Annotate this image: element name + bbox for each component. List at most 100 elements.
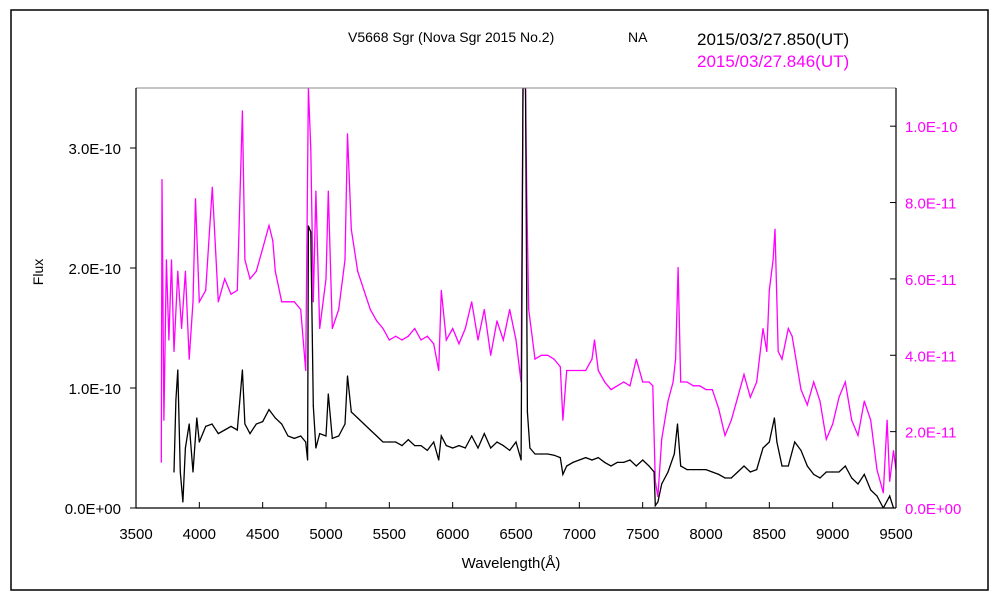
data-point [376, 435, 378, 437]
data-point [388, 339, 390, 341]
data-point [718, 408, 720, 410]
data-point [319, 433, 321, 435]
data-point [832, 423, 834, 425]
data-point [870, 419, 872, 421]
data-point [876, 495, 878, 497]
data-point [794, 350, 796, 353]
data-point [477, 339, 479, 341]
data-point [610, 465, 612, 467]
data-point [184, 270, 186, 272]
x-tick-label: 5500 [373, 526, 406, 543]
data-point [363, 423, 365, 425]
data-point [718, 473, 720, 475]
data-point [559, 366, 561, 368]
x-tick-label: 9500 [879, 526, 912, 543]
data-point [776, 441, 778, 443]
data-point [281, 423, 283, 425]
spectrum-line [173, 88, 895, 508]
data-point [756, 469, 758, 471]
data-point [863, 473, 865, 475]
data-point [844, 465, 846, 467]
y-left-tick-label: 3.0E-10 [68, 141, 121, 158]
data-point [566, 369, 568, 372]
chart-frame [10, 9, 989, 591]
data-point [743, 373, 745, 375]
data-point [331, 437, 333, 439]
data-point [870, 489, 872, 491]
data-point [224, 278, 226, 280]
data-point [724, 434, 726, 437]
x-tick-label: 7000 [563, 526, 596, 543]
data-point [844, 381, 846, 383]
data-point [800, 449, 802, 451]
data-point [244, 259, 246, 261]
data-point [300, 308, 302, 311]
data-point [730, 419, 732, 421]
data-point [705, 469, 707, 471]
data-point [168, 339, 170, 341]
data-point [851, 477, 853, 479]
data-point [496, 320, 498, 322]
data-point [388, 441, 390, 443]
data-point [635, 358, 637, 360]
data-point [526, 411, 529, 413]
data-point [762, 447, 764, 449]
x-tick-label: 9000 [816, 526, 849, 543]
chart-title: V5668 Sgr (Nova Sgr 2015 No.2) [348, 29, 554, 45]
data-point [445, 445, 447, 447]
legend-entry-black: 2015/03/27.850(UT) [697, 30, 849, 49]
data-point [838, 471, 840, 473]
data-point [604, 381, 606, 383]
data-point [464, 327, 466, 330]
data-point [249, 433, 251, 435]
series-black [173, 88, 895, 508]
data-point [623, 381, 625, 383]
data-point [211, 423, 213, 425]
data-point [562, 473, 564, 475]
data-point [211, 186, 213, 188]
data-point [440, 289, 442, 291]
data-point [458, 343, 460, 345]
data-point [806, 465, 808, 467]
data-point [562, 419, 564, 421]
data-point [781, 465, 783, 467]
data-point [794, 441, 796, 443]
data-point [177, 369, 179, 371]
data-point [471, 301, 473, 303]
x-tick-label: 4000 [183, 526, 216, 543]
data-point [445, 339, 447, 341]
y-right-tick-label: 2.0E-11 [905, 425, 956, 442]
data-point [623, 461, 625, 463]
data-point [310, 231, 312, 233]
data-point [188, 358, 190, 360]
data-point [407, 335, 409, 337]
data-point [338, 308, 340, 311]
data-point [692, 469, 694, 471]
data-point [181, 327, 183, 330]
data-point [529, 447, 531, 449]
data-point [327, 190, 329, 192]
data-point [230, 293, 232, 295]
data-point [262, 421, 264, 423]
data-point [768, 289, 770, 291]
data-point [616, 385, 618, 387]
data-point [175, 399, 177, 401]
x-tick-label: 8000 [689, 526, 722, 543]
data-point [196, 417, 198, 419]
data-point [287, 301, 289, 303]
data-point [458, 445, 460, 447]
data-point [224, 429, 226, 431]
data-point [194, 198, 197, 200]
data-point [438, 459, 440, 461]
data-point [766, 350, 768, 353]
x-tick-label: 8500 [753, 526, 786, 543]
data-point [293, 301, 295, 303]
data-point [756, 381, 758, 383]
data-point [591, 459, 593, 461]
data-point [547, 453, 549, 455]
data-point [198, 441, 200, 443]
data-point [438, 369, 440, 372]
data-point [540, 453, 542, 455]
legend-entry-magenta: 2015/03/27.846(UT) [697, 52, 849, 71]
data-point [825, 438, 827, 440]
